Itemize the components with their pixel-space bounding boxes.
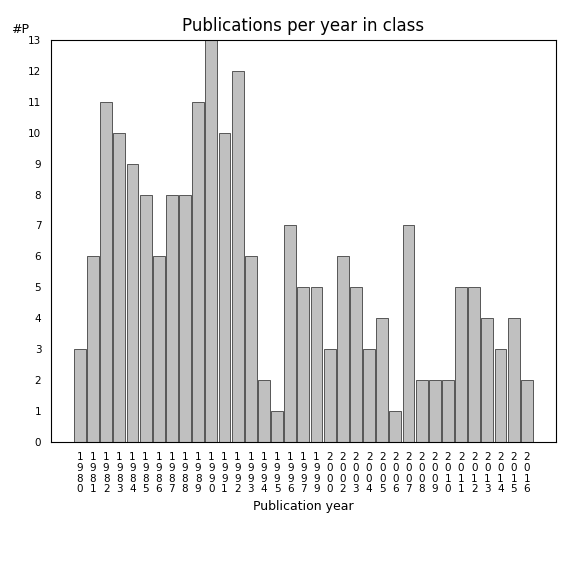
Bar (153, 256, 164, 442)
Bar (205, 40, 217, 442)
Bar (258, 380, 270, 442)
Bar (494, 349, 506, 442)
Text: #P: #P (11, 23, 29, 36)
Bar (232, 71, 244, 442)
Bar (166, 194, 178, 442)
Bar (337, 256, 349, 442)
Bar (87, 256, 99, 442)
Bar (271, 411, 283, 442)
Bar (429, 380, 441, 442)
Bar (481, 319, 493, 442)
Bar (100, 101, 112, 442)
Bar (416, 380, 428, 442)
Bar (245, 256, 257, 442)
Bar (455, 287, 467, 442)
Bar (350, 287, 362, 442)
Bar (126, 163, 138, 442)
Bar (468, 287, 480, 442)
Bar (363, 349, 375, 442)
Bar (324, 349, 336, 442)
Bar (311, 287, 323, 442)
Bar (507, 319, 519, 442)
Bar (192, 101, 204, 442)
Bar (113, 133, 125, 442)
Bar (442, 380, 454, 442)
Bar (284, 226, 296, 442)
Bar (521, 380, 533, 442)
Bar (179, 194, 191, 442)
Bar (139, 194, 151, 442)
Bar (390, 411, 401, 442)
X-axis label: Publication year: Publication year (253, 500, 354, 513)
Title: Publications per year in class: Publications per year in class (182, 18, 425, 35)
Bar (376, 319, 388, 442)
Bar (74, 349, 86, 442)
Bar (403, 226, 414, 442)
Bar (298, 287, 309, 442)
Bar (218, 133, 230, 442)
